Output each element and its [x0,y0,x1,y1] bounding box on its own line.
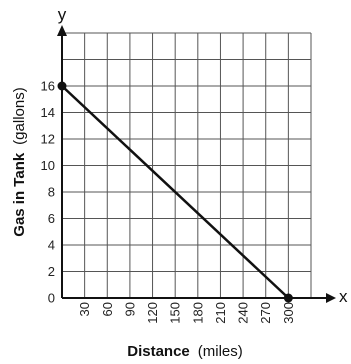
x-tick-label: 120 [145,302,160,324]
y-tick-label: 2 [48,264,55,279]
x-tick-label: 240 [236,302,251,324]
x-axis-letter: x [339,287,348,306]
x-axis-arrow [326,293,336,303]
x-tick-label: 270 [258,302,273,324]
y-tick-label: 14 [41,105,55,120]
x-tick-labels: 30 60 90 120 150 180 210 240 270 300 [77,302,296,324]
data-point [57,81,67,91]
x-axis-label: Distance (miles) [127,343,243,360]
y-tick-label: 16 [41,79,55,94]
y-tick-label: 6 [48,211,55,226]
x-tick-label: 180 [190,302,205,324]
y-axis-label: Gas in Tank (gallons) [11,87,28,236]
x-tick-label: 90 [122,302,137,316]
y-tick-label: 4 [48,238,55,253]
y-tick-label: 8 [48,185,55,200]
series [57,81,293,303]
y-axis-arrow [57,25,67,36]
y-axis-letter: y [58,5,67,24]
y-axis-label-main: Gas in Tank [11,152,28,237]
y-axis-label-unit: (gallons) [11,87,28,145]
axes [57,25,336,303]
x-tick-label: 210 [213,302,228,324]
x-tick-label: 60 [100,302,115,316]
y-tick-label: 12 [41,132,55,147]
x-axis-label-unit: (miles) [198,343,243,360]
y-tick-label: 0 [48,291,55,306]
x-tick-label: 30 [77,302,92,316]
x-axis-label-main: Distance [127,343,190,360]
y-tick-labels: 0 2 4 6 8 10 12 14 16 [41,79,55,306]
x-tick-label: 300 [281,302,296,324]
data-point [283,293,293,303]
x-tick-label: 150 [168,302,183,324]
y-tick-label: 10 [41,158,55,173]
grid [62,32,312,298]
series-line [61,85,290,299]
